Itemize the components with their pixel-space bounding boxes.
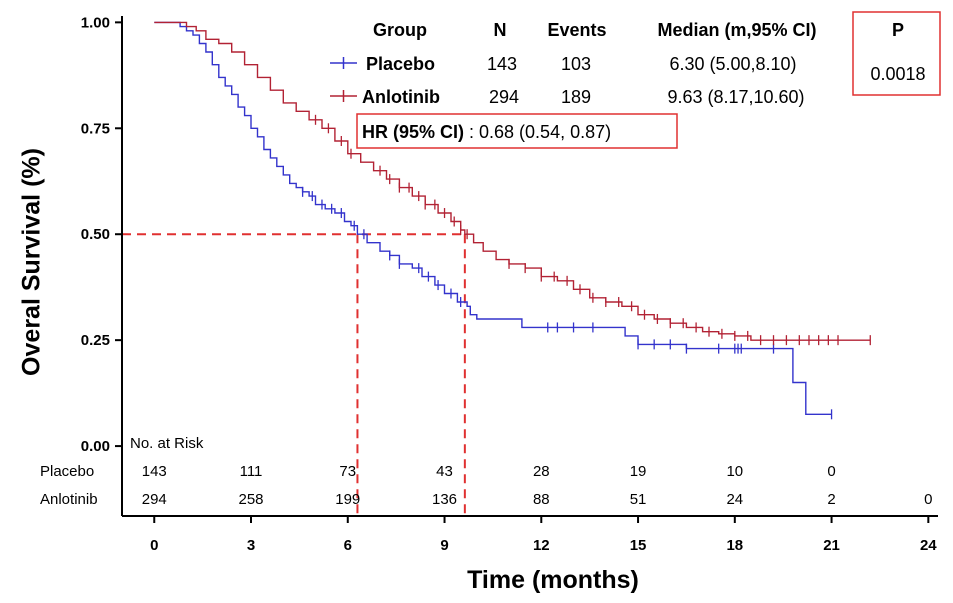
risk-count-anlotinib: 136	[432, 491, 457, 508]
risk-count-placebo: 73	[339, 463, 356, 480]
risk-cells: 143 111 73 43 28 19 10 0 294 258 199 136 88 51 24 2 0	[142, 463, 933, 508]
axes: 0.00 0.25 0.50 0.75 1.00 0 3 6 9 12 15 18 21 24 Over…	[18, 14, 938, 594]
x-tick-label: 24	[920, 537, 937, 554]
risk-count-anlotinib: 51	[630, 491, 647, 508]
risk-count-anlotinib: 0	[924, 491, 932, 508]
curve-anlotinib	[154, 21, 871, 341]
legend-header-n: N	[494, 20, 507, 40]
risk-row-label-anlotinib: Anlotinib	[40, 491, 98, 508]
legend-events-placebo: 103	[561, 54, 591, 74]
median-reference-lines	[122, 233, 466, 516]
legend-table: Group N Events Median (m,95% CI) Placebo…	[330, 11, 941, 149]
risk-count-placebo: 10	[726, 463, 743, 480]
y-tick-label: 0.75	[81, 120, 110, 137]
y-tick-label: 1.00	[81, 14, 110, 31]
legend-header-median: Median (m,95% CI)	[657, 20, 816, 40]
legend-name-anlotinib: Anlotinib	[362, 87, 440, 107]
legend-median-anlotinib: 9.63 (8.17,10.60)	[667, 87, 804, 107]
risk-count-anlotinib: 2	[827, 491, 835, 508]
risk-count-anlotinib: 199	[335, 491, 360, 508]
censor-marks	[301, 114, 871, 420]
y-ticks: 0.00 0.25 0.50 0.75 1.00	[81, 14, 122, 455]
p-value-header: P	[892, 20, 904, 40]
x-axis-title: Time (months)	[467, 566, 639, 594]
p-value-box	[852, 11, 941, 96]
risk-count-placebo: 19	[630, 463, 647, 480]
legend-events-anlotinib: 189	[561, 87, 591, 107]
risk-count-anlotinib: 294	[142, 491, 167, 508]
x-tick-label: 18	[726, 537, 743, 554]
risk-count-placebo: 143	[142, 463, 167, 480]
risk-count-placebo: 0	[827, 463, 835, 480]
hr-value: : 0.68 (0.54, 0.87)	[464, 122, 611, 142]
legend-n-anlotinib: 294	[489, 87, 519, 107]
x-ticks: 0 3 6 9 12 15 18 21 24	[150, 516, 937, 554]
curve-placebo	[154, 21, 832, 415]
survival-curves	[154, 21, 871, 415]
risk-count-anlotinib: 88	[533, 491, 550, 508]
legend-n-placebo: 143	[487, 54, 517, 74]
legend-header-group: Group	[373, 20, 427, 40]
risk-count-placebo: 111	[240, 463, 263, 480]
x-tick-label: 21	[823, 537, 840, 554]
x-tick-label: 0	[150, 537, 158, 554]
risk-count-anlotinib: 24	[726, 491, 743, 508]
y-tick-label: 0.50	[81, 226, 110, 243]
x-tick-label: 15	[630, 537, 647, 554]
hr-label: HR (95% CI)	[362, 122, 464, 142]
x-tick-label: 6	[344, 537, 352, 554]
legend-name-placebo: Placebo	[366, 54, 435, 74]
legend-median-placebo: 6.30 (5.00,8.10)	[669, 54, 796, 74]
p-value: 0.0018	[870, 64, 925, 84]
risk-table: No. at Risk Placebo Anlotinib 143 111 73 43…	[40, 435, 932, 508]
risk-count-placebo: 28	[533, 463, 550, 480]
y-tick-label: 0.25	[81, 332, 110, 349]
y-tick-label: 0.00	[81, 438, 110, 455]
x-tick-label: 9	[440, 537, 448, 554]
hr-annotation: HR (95% CI) : 0.68 (0.54, 0.87)	[362, 122, 611, 142]
risk-row-label-placebo: Placebo	[40, 463, 94, 480]
x-tick-label: 12	[533, 537, 550, 554]
hr-box	[356, 113, 678, 149]
legend-header-events: Events	[547, 20, 606, 40]
x-tick-label: 3	[247, 537, 255, 554]
risk-count-placebo: 43	[436, 463, 453, 480]
risk-table-title: No. at Risk	[130, 435, 204, 452]
risk-count-anlotinib: 258	[238, 491, 263, 508]
y-axis-title: Overal Survival (%)	[18, 148, 46, 376]
